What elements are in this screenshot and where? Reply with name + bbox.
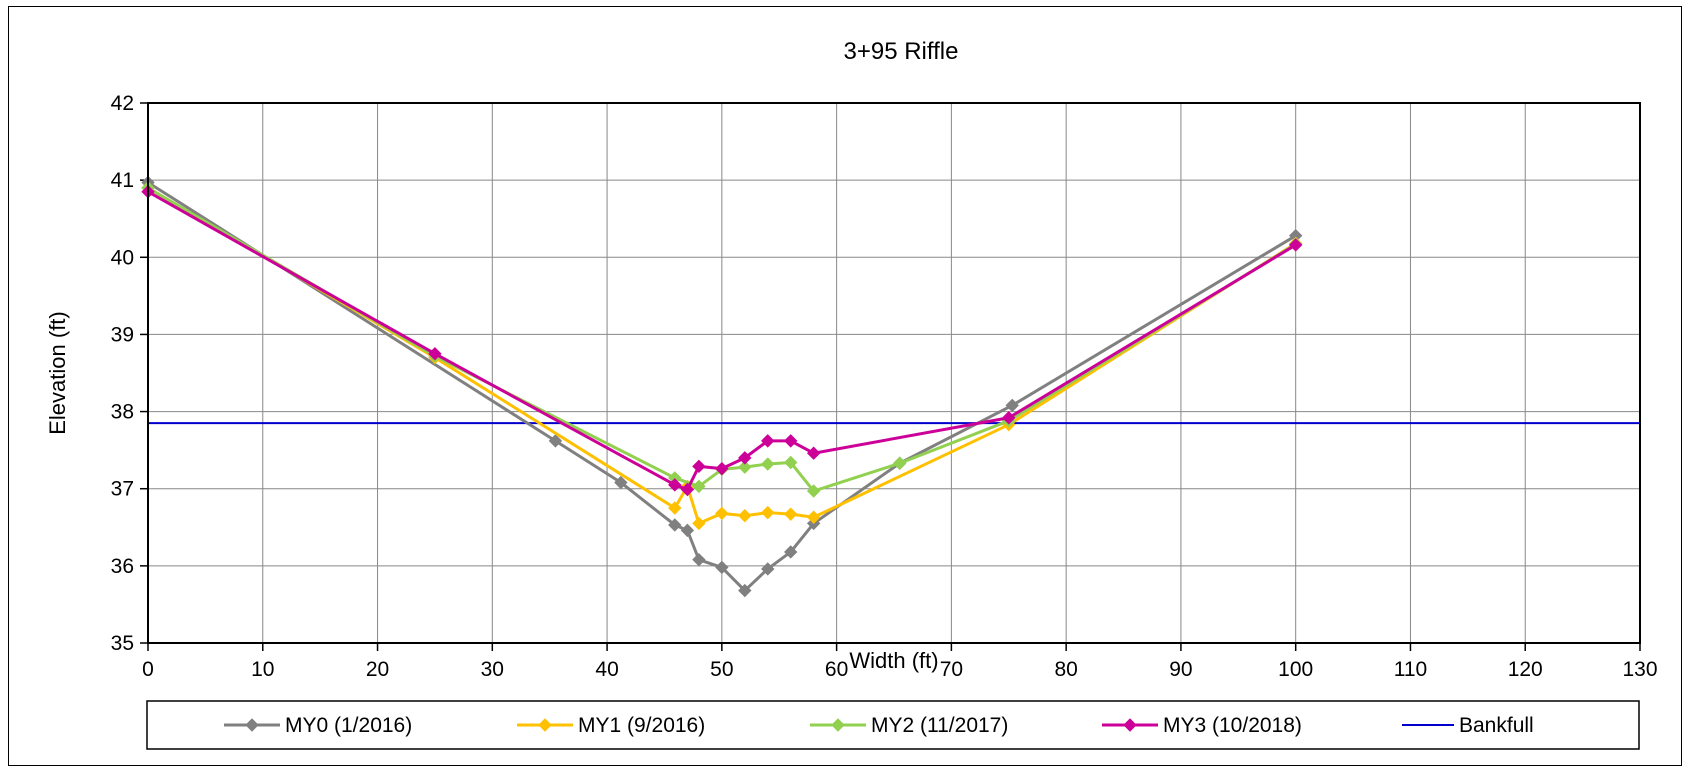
data-point-my0-1-2016 [614,475,628,490]
data-point-my0-1-2016 [548,434,563,448]
data-point-my3-10-2018 [428,347,442,361]
x-tick-labels: 0 10 20 30 40 50 60 70 80 90 100 110 120 130 [142,658,1657,681]
legend-entry-bankfull: Bankfull [1402,714,1534,737]
data-point-my3-10-2018 [680,482,695,497]
legend-entry-my3-10-2018: MY3 (10/2018) [1102,714,1302,737]
data-point-my0-1-2016 [761,562,775,576]
legend-entry-my0-1-2016: MY0 (1/2016) [224,714,412,737]
data-point-my1-9-2016 [715,506,729,521]
data-point-my3-10-2018 [715,461,729,476]
legend-entry-my1-9-2016: MY1 (9/2016) [517,714,705,737]
y-tick-label: 37 [111,478,134,501]
series-layer [141,175,1303,598]
x-tick-label: 60 [825,658,848,681]
data-point-my0-1-2016 [738,583,752,598]
x-tick-label: 130 [1622,658,1657,681]
chart-title: 3+95 Riffle [844,38,959,65]
series-line-my1-9-2016 [147,186,1297,525]
x-tick-label: 40 [595,658,618,681]
x-tick-label: 90 [1169,658,1192,681]
x-tick-label: 30 [481,658,504,681]
data-point-my3-10-2018 [761,434,775,448]
data-point-my2-11-2017 [738,460,752,474]
legend-swatch-marker [1123,718,1137,732]
y-tick-label: 36 [111,555,134,578]
grid-layer [140,102,1641,651]
data-point-my3-10-2018 [784,434,798,448]
x-tick-label: 50 [710,658,733,681]
series-line-my3-10-2018 [147,190,1297,491]
data-point-my0-1-2016 [668,518,682,532]
legend-entry-my2-11-2017: MY2 (11/2017) [810,714,1008,737]
y-tick-label: 35 [111,632,134,655]
data-point-my3-10-2018 [668,478,682,492]
data-point-my1-9-2016 [806,510,821,524]
x-tick-label: 70 [940,658,963,681]
data-point-my3-10-2018 [692,459,706,474]
series-line-my0-1-2016 [147,181,1297,593]
y-tick-label: 41 [111,169,134,192]
x-tick-label: 100 [1278,658,1313,681]
legend-label: MY2 (11/2017) [871,714,1008,737]
data-point-my2-11-2017 [893,456,907,470]
data-point-my2-11-2017 [806,484,821,498]
y-tick-labels: 35 36 37 38 39 40 41 42 [111,92,134,655]
legend-label: Bankfull [1459,714,1534,737]
y-axis-title: Elevation (ft) [45,311,70,435]
x-tick-label: 0 [142,658,154,681]
data-point-my3-10-2018 [738,451,752,465]
legend: MY0 (1/2016) MY1 (9/2016) MY2 (11/2017) MY3… [146,700,1640,750]
legend-label: MY1 (9/2016) [578,714,705,737]
data-point-my0-1-2016 [692,552,706,567]
x-tick-label: 10 [251,658,274,681]
data-point-my3-10-2018 [1288,238,1303,252]
data-point-my1-9-2016 [692,516,706,531]
data-point-my1-9-2016 [784,507,798,521]
x-tick-label: 80 [1054,658,1077,681]
data-point-my2-11-2017 [784,455,798,470]
x-tick-label: 110 [1394,658,1427,681]
x-tick-label: 20 [366,658,389,681]
data-point-my0-1-2016 [784,545,798,559]
plot-area-border [147,102,1641,644]
x-tick-label: 120 [1508,658,1543,681]
x-axis-title: Width (ft) [849,648,938,673]
data-point-my1-9-2016 [738,509,752,523]
legend-label: MY3 (10/2018) [1163,714,1302,737]
chart-svg: 3+95 Riffle 0 10 20 30 40 50 60 70 80 90 100 110 120… [45,38,1658,750]
y-tick-label: 40 [111,246,134,269]
legend-box [146,700,1640,750]
data-point-my3-10-2018 [806,446,821,460]
data-point-my2-11-2017 [692,479,706,494]
legend-label: MY0 (1/2016) [285,714,412,737]
data-point-my1-9-2016 [668,501,682,515]
y-tick-label: 38 [111,401,134,424]
legend-swatch-marker [831,718,845,732]
chart-frame: 3+95 Riffle 0 10 20 30 40 50 60 70 80 90 100 110 120… [8,6,1682,766]
data-point-my0-1-2016 [1005,398,1019,413]
data-point-my3-10-2018 [1002,411,1016,425]
legend-swatch-marker [245,718,259,732]
data-point-my1-9-2016 [761,505,775,520]
data-point-my0-1-2016 [715,560,729,575]
legend-swatch-marker [538,718,552,732]
data-point-my0-1-2016 [680,523,695,538]
data-point-my2-11-2017 [761,457,775,471]
y-tick-label: 42 [111,92,134,115]
series-my3-10-2018 [141,185,1303,497]
y-tick-label: 39 [111,323,134,346]
series-line-my2-11-2017 [147,186,1297,493]
